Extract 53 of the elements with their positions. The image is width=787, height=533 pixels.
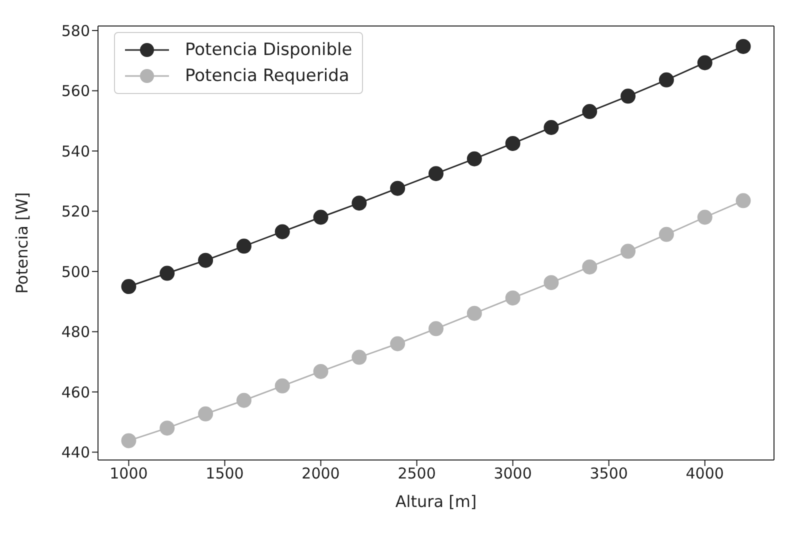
x-tick-label: 4000	[686, 464, 724, 483]
point	[160, 420, 175, 436]
point	[390, 180, 406, 196]
point	[236, 392, 252, 408]
point	[582, 259, 598, 274]
point	[428, 166, 444, 182]
x-tick-label: 1500	[206, 464, 244, 483]
y-tick-label: 440	[61, 443, 90, 462]
y-tick-label: 540	[61, 142, 90, 160]
point	[544, 275, 559, 290]
x-tick-label: 3500	[590, 464, 628, 483]
point	[697, 55, 712, 70]
point	[198, 406, 214, 422]
point	[428, 321, 444, 336]
point	[160, 266, 175, 281]
y-tick-label: 560	[61, 82, 90, 100]
legend-label: Potencia Requerida	[185, 65, 350, 88]
y-tick-label: 460	[61, 383, 90, 402]
point	[544, 120, 559, 135]
point	[582, 104, 598, 120]
point	[736, 38, 751, 54]
y-tick-label: 500	[61, 262, 90, 281]
point	[121, 433, 136, 448]
point	[736, 193, 751, 208]
x-tick-label: 3000	[494, 464, 532, 483]
point	[505, 136, 520, 151]
point	[274, 378, 290, 394]
point	[658, 72, 674, 88]
point	[274, 224, 290, 240]
point	[121, 279, 136, 294]
point	[620, 244, 636, 259]
y-tick-label: 480	[61, 323, 90, 342]
point	[313, 364, 328, 379]
x-tick-label: 2000	[302, 464, 340, 483]
x-axis-title: Altura [m]	[395, 492, 477, 511]
point	[390, 336, 406, 352]
point	[697, 210, 712, 225]
point	[466, 151, 482, 166]
point	[620, 88, 636, 104]
point	[352, 196, 367, 211]
point	[352, 350, 367, 365]
x-tick-label: 2500	[398, 464, 436, 483]
x-tick-label: 1000	[110, 464, 148, 483]
point	[313, 210, 328, 225]
point	[658, 226, 674, 242]
point	[466, 306, 482, 321]
y-tick-label: 580	[61, 22, 90, 40]
y-tick-label: 520	[61, 202, 90, 221]
legend-label: Potencia Disponible	[185, 39, 352, 62]
point	[505, 290, 520, 306]
y-axis-title: Potencia [W]	[12, 192, 32, 294]
point	[236, 238, 252, 254]
point	[198, 252, 214, 268]
